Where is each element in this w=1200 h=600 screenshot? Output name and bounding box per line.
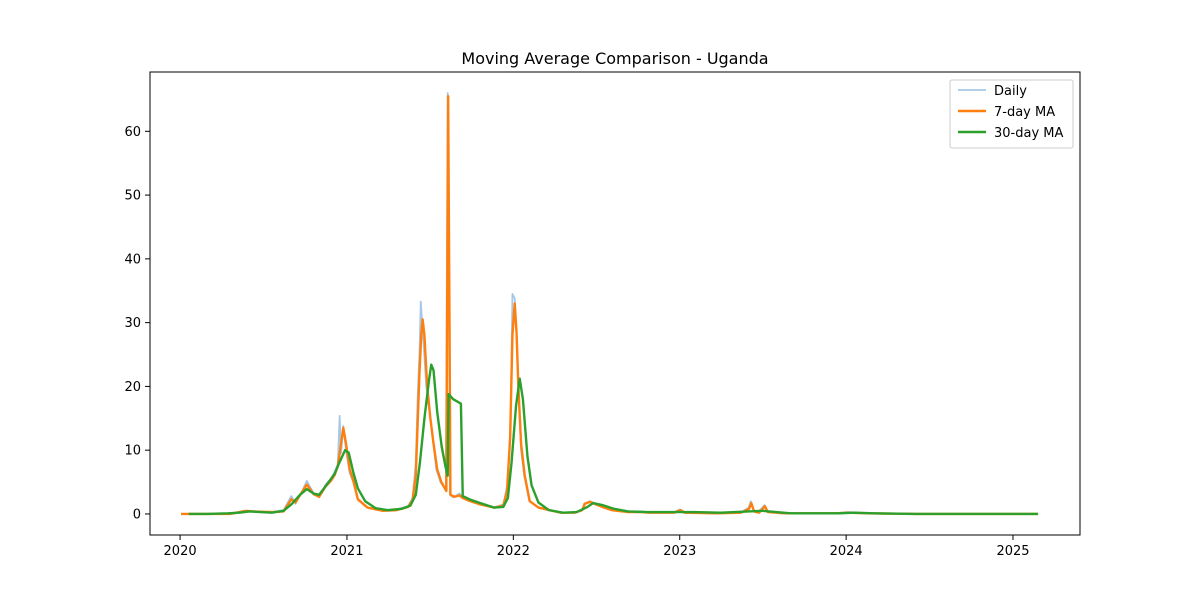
x-tick-label: 2020	[164, 544, 197, 559]
legend-label: 30-day MA	[994, 126, 1063, 141]
x-tick-label: 2023	[663, 544, 696, 559]
y-tick-label: 50	[124, 189, 141, 204]
plot-area-frame	[149, 71, 1081, 536]
legend: Daily 7-day MA 30-day MA	[949, 79, 1074, 149]
y-tick-label: 0	[133, 507, 141, 522]
legend-label: 7-day MA	[994, 105, 1055, 120]
x-tick-label: 2021	[330, 544, 363, 559]
series-layer	[181, 92, 1039, 516]
x-axis: 2020 2021 2022 2023 2024 2025	[164, 535, 1030, 559]
y-tick-label: 30	[124, 316, 141, 331]
chart-title: Moving Average Comparison - Uganda	[461, 49, 768, 68]
y-tick-label: 20	[124, 380, 141, 395]
y-tick-label: 40	[124, 252, 141, 267]
x-tick-label: 2022	[497, 544, 530, 559]
x-tick-label: 2024	[830, 544, 863, 559]
y-axis: 0 10 20 30 40 50 60	[124, 125, 150, 522]
series-line-30-day-ma	[188, 363, 1039, 516]
legend-label: Daily	[994, 84, 1027, 99]
x-tick-label: 2025	[996, 544, 1029, 559]
y-tick-label: 10	[124, 444, 141, 459]
y-tick-label: 60	[124, 125, 141, 140]
